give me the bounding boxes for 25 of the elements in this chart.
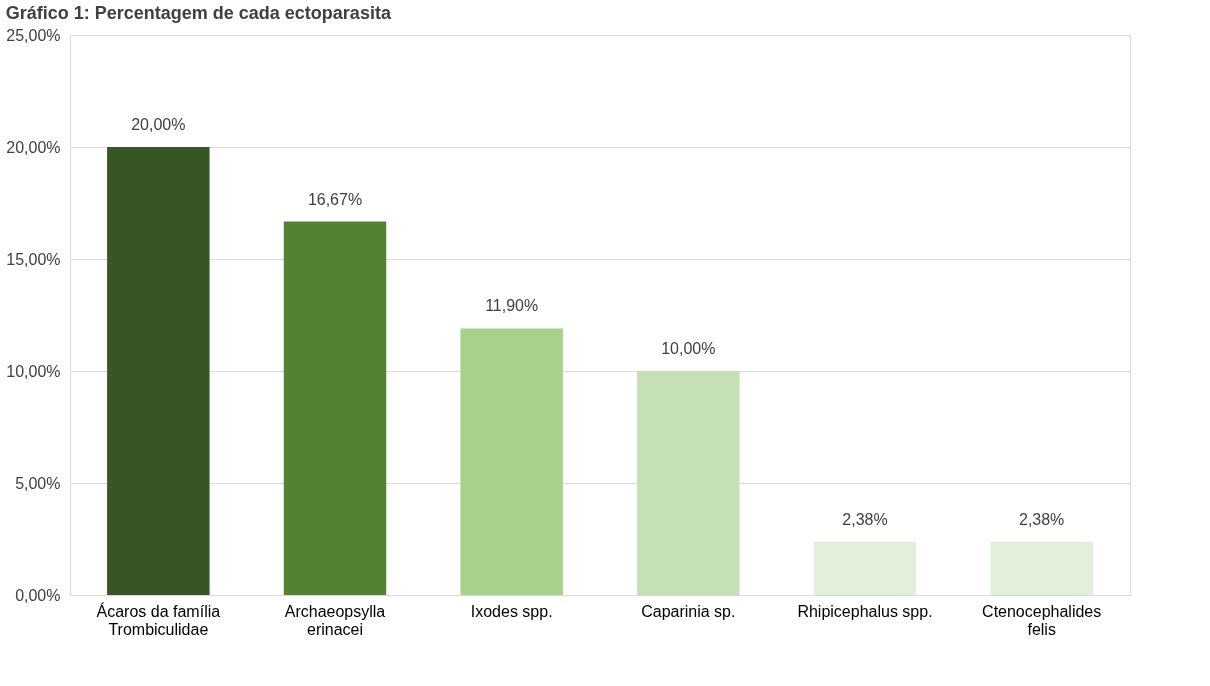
bar [990, 541, 1093, 595]
x-tick-label: Rhipicephalus spp. [797, 602, 933, 620]
y-tick-label: 0,00% [15, 586, 61, 604]
bar [460, 328, 563, 595]
y-tick-label: 20,00% [6, 138, 61, 156]
x-tick-label: Archaeopsylla erinacei [284, 602, 386, 638]
data-label: 2,38% [1018, 510, 1065, 528]
x-tick-label: Ctenocephalides felis [982, 602, 1102, 638]
chart-title: Gráfico 1: Percentagem de cada ectoparasita [5, 3, 392, 23]
data-label: 10,00% [661, 340, 716, 357]
y-tick-label: 5,00% [15, 474, 61, 492]
data-label: 20,00% [131, 116, 186, 133]
bar [813, 541, 917, 595]
x-tick-label: Caparinia sp. [641, 602, 736, 620]
y-tick-label: 15,00% [6, 250, 61, 268]
y-tick-label: 10,00% [6, 362, 61, 380]
y-tick-label: 25,00% [6, 26, 61, 44]
data-label: 11,90% [485, 297, 539, 315]
data-label: 16,67% [307, 190, 363, 208]
x-tick-label: Ácaros da família Trombiculidae [96, 601, 221, 638]
bar [107, 147, 210, 595]
bar [637, 371, 740, 595]
data-label: 2,38% [842, 510, 888, 528]
x-tick-label: Ixodes spp. [470, 602, 553, 620]
bar [283, 221, 387, 595]
